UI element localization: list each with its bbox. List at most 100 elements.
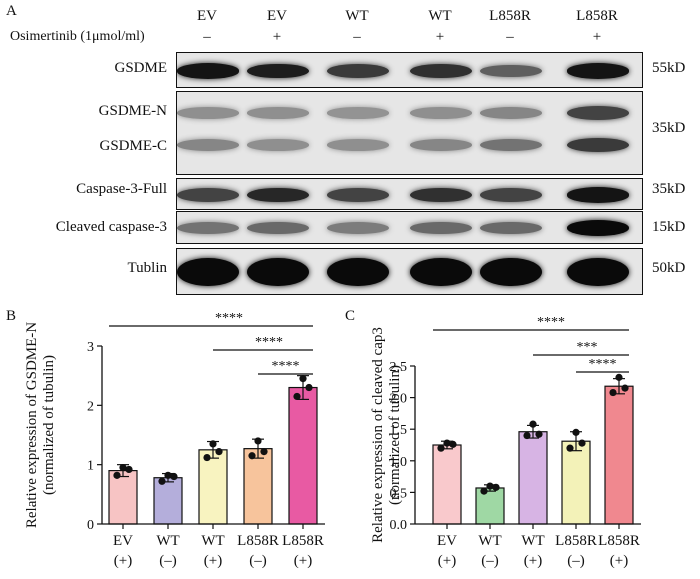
blot-band [567,106,629,120]
x-treatment-label: (+) [114,553,132,569]
x-category-label: L858R [555,533,597,549]
x-treatment-label: (+) [438,553,456,569]
blot-band [327,257,389,287]
panel-letter-b: B [6,308,17,324]
bar [153,477,183,525]
blot-band [410,187,472,203]
blot-band [247,187,309,203]
data-point [615,373,623,381]
data-point [170,472,178,481]
blot-band [480,257,542,287]
data-point [209,440,217,448]
data-point [523,431,531,440]
data-point [578,439,586,447]
bar [561,440,591,525]
blot-kd-label: 15kD [652,219,686,235]
blot-band [567,63,629,79]
data-point [248,452,256,460]
blot-band [247,221,309,235]
blot-band [327,107,389,119]
data-point [113,471,121,479]
data-point [158,477,166,485]
blot-kd-label: 50kD [652,260,686,276]
significance-label: *** [577,340,598,355]
y-tick-label: 0.0 [390,518,408,533]
data-point [215,448,223,456]
bar [475,487,505,525]
x-category-label: WT [156,533,179,549]
bar-chart-gsdme-n: 0 1 2 3 Relative expression of GSDME-N (norma… [24,311,325,569]
lane-treatment-sign: – [506,29,514,45]
data-point [164,471,172,479]
data-point [437,444,445,452]
x-category-label: L858R [282,533,324,549]
significance-label: **** [215,311,243,326]
lane-group-label: WT [345,8,369,24]
data-point [529,420,537,428]
bar [108,470,138,525]
bar [243,448,273,525]
significance-label: **** [589,357,617,372]
blot-row-label: Cleaved caspase-3 [55,219,167,235]
x-treatment-label: (–) [249,553,267,569]
bar-chart-cleaved-caspase3: 0.0 0.5 1.0 1.5 2.0 2.5 Relative expression of… [370,315,641,569]
data-point [621,384,629,392]
x-category-label: EV [437,533,457,549]
data-point [480,487,488,495]
data-point [443,439,451,447]
blot-row-label: Caspase-3-Full [76,181,167,197]
y-axis-label-sub: (normalized of tubulin) [41,355,57,495]
y-tick-label: 1.5 [390,423,408,438]
y-tick-label: 2 [87,399,94,414]
data-point [486,482,494,490]
blot-band [247,139,309,151]
blot-strip [176,52,643,88]
data-point [492,483,500,491]
panel-letter-c: C [345,308,356,324]
x-category-label: WT [478,533,501,549]
data-point [566,444,574,452]
blot-kd-label: 35kD [652,120,686,136]
x-treatment-label: (–) [567,553,585,569]
blot-band [410,107,472,119]
blot-band [480,188,542,202]
blot-band [567,138,629,152]
x-treatment-label: (+) [610,553,628,569]
blot-strip [176,91,643,175]
blot-band [567,257,629,287]
x-category-label: L858R [598,533,640,549]
significance-label: **** [272,359,300,374]
x-treatment-label: (–) [159,553,177,569]
significance-label: **** [255,335,283,350]
lane-group-label: L858R [489,8,531,24]
blot-band [410,221,472,235]
bar [604,385,634,525]
blot-band [480,64,542,78]
data-point [449,440,457,448]
blot-band [177,107,239,119]
blot-band [327,139,389,151]
lane-group-label: EV [197,8,217,24]
panel-letter-a: A [6,3,17,19]
blot-row-label: GSDME [114,60,167,76]
y-tick-label: 1 [87,459,94,474]
blot-band [247,107,309,119]
data-point [125,465,133,474]
x-category-label: WT [521,533,544,549]
data-point [305,383,313,392]
data-point [203,453,211,462]
x-treatment-label: (+) [294,553,312,569]
blot-band [410,63,472,79]
significance-label: **** [537,315,565,330]
bar [288,386,318,525]
y-tick-label: 2.5 [390,360,408,375]
y-axis-label: Relative expression of GSDME-N [24,322,40,528]
blot-strip [176,178,643,210]
blot-band [480,107,542,119]
blot-row-label: GSDME-C [99,138,167,154]
blot-band [177,139,239,151]
y-tick-label: 0 [87,518,94,533]
data-point [572,428,580,436]
y-tick-label: 1.0 [390,455,408,470]
blot-band [567,220,629,236]
